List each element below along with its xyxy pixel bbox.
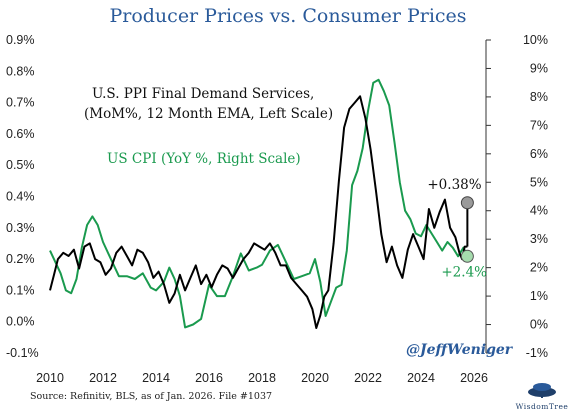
cpi-series-line [49,78,469,329]
ppi-legend-label-line2: (MoM%, 12 Month EMA, Left Scale) [84,106,333,122]
right-tick-label: 10% [523,33,548,47]
wisdomtree-logo: WisdomTree [516,383,569,411]
left-axis: -0.1% 0.0% 0.1% 0.2% 0.3% 0.4% 0.5% 0.6% 0.7% 0.8… [6,33,39,360]
left-tick-label: 0.3% [6,221,35,235]
right-tick-label: 6% [530,147,548,161]
x-tick-label: 2018 [248,371,276,385]
x-tick-label: 2012 [89,371,117,385]
cpi-endpoint-marker [460,249,474,263]
right-tick-label: 3% [530,232,548,246]
x-tick-label: 2024 [407,371,435,385]
right-tick-label: 8% [530,90,548,104]
author-handle: @JeffWeniger [406,342,514,358]
right-tick-label: 2% [530,261,548,275]
left-tick-label: 0.2% [6,252,35,266]
right-tick-label: 7% [530,118,548,132]
left-tick-label: 0.0% [6,315,35,329]
endpoint-markers [460,196,474,263]
x-tick-label: 2020 [301,371,329,385]
ppi-series-line [49,95,468,329]
tree-icon [528,383,556,398]
x-tick-label: 2014 [142,371,170,385]
right-tick-label: 9% [530,61,548,75]
left-tick-label: 0.4% [6,190,35,204]
left-tick-label: 0.6% [6,127,35,141]
cpi-endpoint-label: +2.4% [441,264,487,280]
right-tick-label: 0% [530,318,548,332]
left-tick-label: 0.8% [6,64,35,78]
right-tick-label: 4% [530,204,548,218]
series-layer [49,78,469,329]
right-tick-label: -1% [526,346,548,360]
cpi-legend-label: US CPI (YoY %, Right Scale) [107,151,301,167]
x-tick-label: 2022 [354,371,382,385]
x-tick-label: 2016 [195,371,223,385]
x-tick-label: 2026 [460,371,488,385]
right-axis: -1% 0% 1% 2% 3% 4% 5% 6% 7% 8% 9% 10% [486,33,548,360]
right-tick-label: 1% [530,289,548,303]
x-axis: 2010 2012 2014 2016 2018 2020 2022 2024 2026 [36,371,488,385]
left-tick-label: 0.1% [6,283,35,297]
left-tick-label: 0.7% [6,96,35,110]
ppi-legend-label-line1: U.S. PPI Final Demand Services, [92,86,314,102]
ppi-endpoint-marker [460,196,474,210]
left-tick-label: 0.5% [6,158,35,172]
left-tick-label: 0.9% [6,33,35,47]
logo-text: WisdomTree [516,402,569,411]
right-tick-label: 5% [530,175,548,189]
chart-title: Producer Prices vs. Consumer Prices [109,5,466,27]
source-note: Source: Refinitiv, BLS, as of Jan. 2026.… [30,391,272,402]
x-tick-label: 2010 [36,371,64,385]
ppi-endpoint-label: +0.38% [427,177,481,193]
left-tick-label: -0.1% [6,346,39,360]
